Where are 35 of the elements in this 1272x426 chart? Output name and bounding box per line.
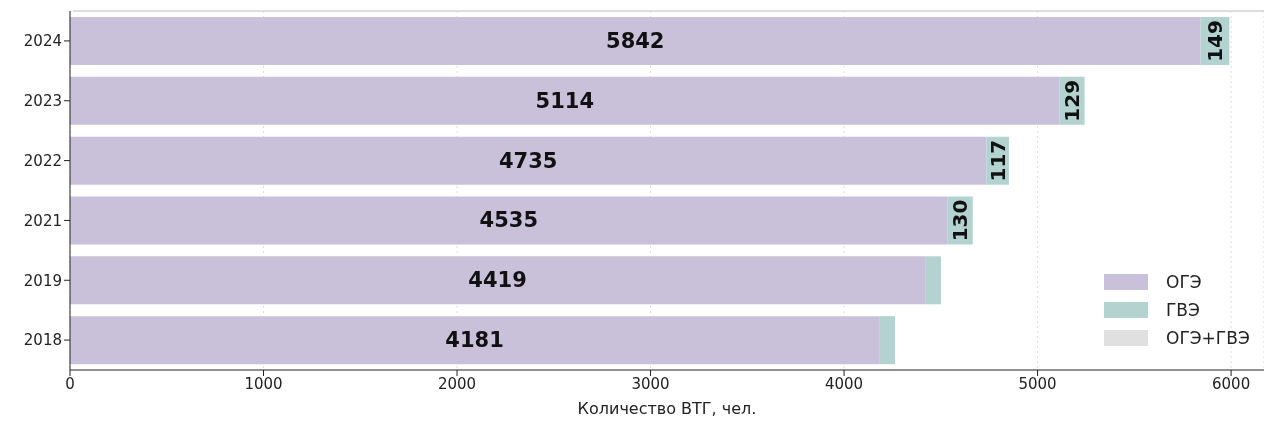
y-tick-label: 2021 [23, 211, 62, 230]
y-tick-label: 2024 [23, 32, 62, 51]
y-tick-label: 2022 [23, 151, 62, 170]
legend-label: ОГЭ+ГВЭ [1166, 328, 1250, 348]
data-label: 129 [1060, 79, 1085, 122]
y-tick-label: 2019 [23, 271, 62, 290]
bar [70, 316, 880, 365]
x-tick-label: 1000 [244, 374, 283, 393]
legend-label: ОГЭ [1166, 272, 1202, 292]
bar [70, 136, 987, 185]
data-label: 5842 [606, 28, 665, 53]
bar [879, 316, 895, 365]
x-tick-label: 2000 [437, 374, 477, 393]
x-tick-label: 4000 [824, 374, 864, 393]
bar [70, 16, 1201, 65]
data-label: 4535 [479, 208, 539, 233]
data-label: 149 [1202, 20, 1227, 62]
bar [70, 196, 948, 245]
data-label: 4735 [498, 148, 558, 173]
x-axis-title: Количество ВТГ, чел. [577, 399, 757, 418]
bar [70, 76, 1060, 125]
y-tick-label: 2023 [23, 92, 62, 111]
data-label: 4181 [445, 328, 504, 353]
data-label: 130 [948, 199, 973, 242]
x-tick-label: 6000 [1212, 374, 1251, 393]
data-label: 5114 [535, 88, 595, 113]
x-tick-label: 5000 [1018, 374, 1057, 393]
bar [70, 256, 926, 305]
bar [925, 256, 942, 305]
data-label: 117 [985, 139, 1010, 182]
x-tick-label: 0 [65, 374, 75, 393]
data-label: 4419 [468, 268, 527, 293]
y-tick-label: 2018 [23, 331, 62, 350]
x-tick-label: 3000 [631, 374, 670, 393]
legend-label: ГВЭ [1166, 300, 1200, 320]
